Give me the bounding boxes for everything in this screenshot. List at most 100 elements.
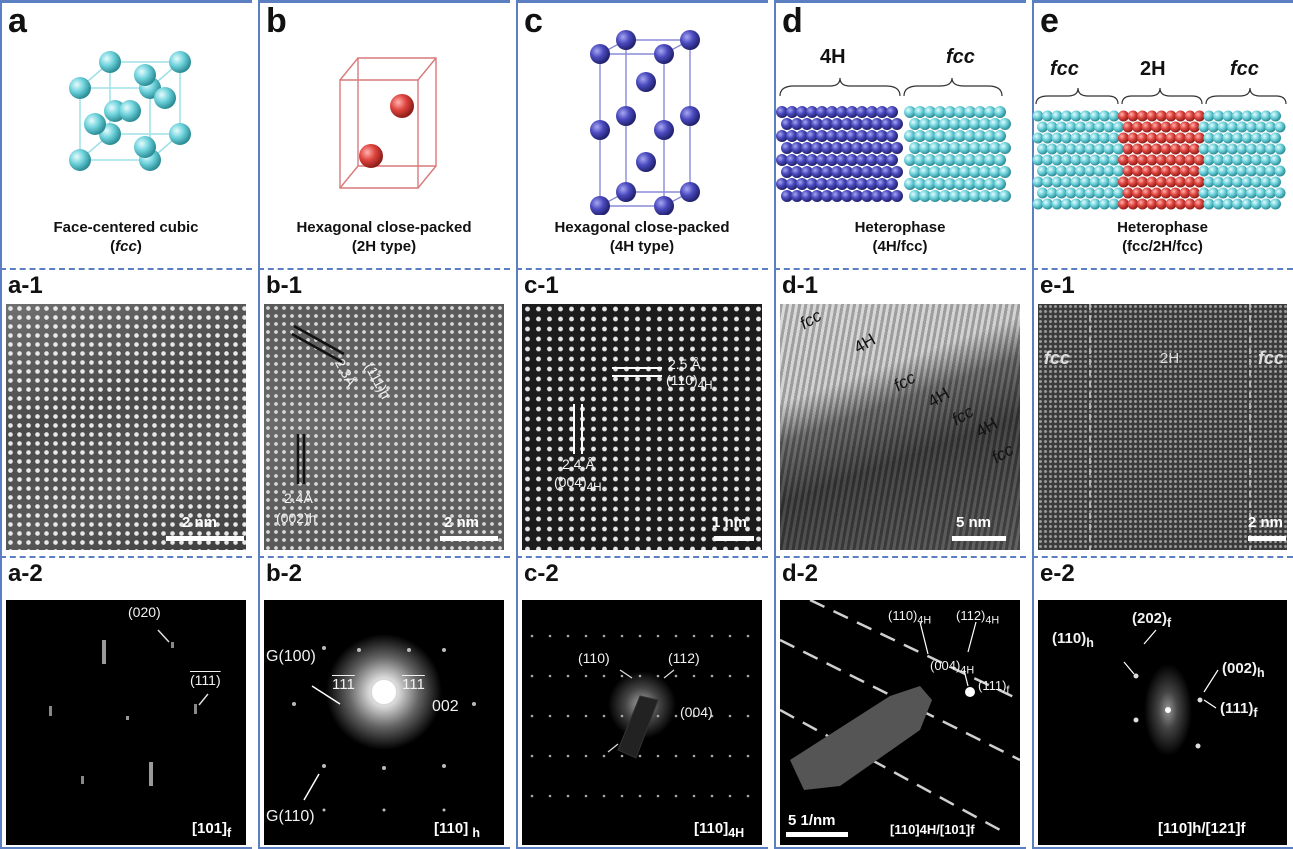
atom-sphere bbox=[1146, 132, 1158, 144]
atom-sphere bbox=[1046, 187, 1058, 199]
atom-sphere bbox=[1189, 143, 1200, 155]
atom-sphere bbox=[1089, 154, 1101, 166]
atom-sphere bbox=[929, 118, 941, 130]
atom-sphere bbox=[866, 178, 878, 190]
atom-sphere bbox=[994, 130, 1006, 142]
atom-sphere bbox=[1051, 176, 1063, 188]
hrtem-image-a1: 2 nm bbox=[6, 304, 246, 550]
atom-sphere bbox=[974, 130, 986, 142]
atom-sphere bbox=[1217, 165, 1229, 177]
atom-sphere bbox=[964, 106, 976, 118]
atom-sphere bbox=[1160, 165, 1172, 177]
atom-sphere bbox=[979, 142, 991, 154]
atom-sphere bbox=[1075, 165, 1086, 177]
atom-sphere bbox=[866, 106, 878, 118]
atom-sphere bbox=[816, 106, 828, 118]
atom-sphere bbox=[871, 190, 883, 202]
atom-sphere bbox=[994, 154, 1006, 166]
label-d1-4h-2: 4H bbox=[924, 383, 953, 412]
atom-sphere bbox=[891, 142, 903, 154]
atom-sphere bbox=[1251, 110, 1262, 122]
atom-sphere bbox=[1070, 132, 1082, 144]
atom-sphere bbox=[891, 190, 903, 202]
atom-sphere bbox=[1175, 176, 1186, 188]
atom-sphere bbox=[1113, 187, 1124, 199]
diffraction-spot bbox=[710, 714, 714, 718]
atom-sphere bbox=[1255, 165, 1267, 177]
atom-sphere bbox=[989, 142, 1001, 154]
diffraction-image-d2: (110)4H (112)4H (004)4H (111)f 5 1/nm [1… bbox=[780, 600, 1020, 845]
atom-sphere bbox=[861, 166, 873, 178]
atom-sphere bbox=[876, 130, 888, 142]
atom-sphere bbox=[881, 190, 893, 202]
panel-c2-label: c-2 bbox=[524, 560, 559, 587]
atom-sphere bbox=[796, 106, 808, 118]
atom-sphere bbox=[924, 178, 936, 190]
atom-sphere bbox=[1189, 165, 1200, 177]
atom-sphere bbox=[1151, 143, 1162, 155]
atom-sphere bbox=[781, 166, 793, 178]
atom-sphere bbox=[1046, 165, 1058, 177]
atom-sphere bbox=[904, 154, 916, 166]
atom-sphere bbox=[1118, 198, 1129, 210]
atom-sphere bbox=[1227, 143, 1238, 155]
zone-axis-a2: [101]f bbox=[192, 820, 232, 840]
atom-sphere bbox=[1099, 198, 1110, 210]
atom-sphere bbox=[1089, 198, 1101, 210]
diffraction-spot bbox=[584, 674, 588, 678]
atom-sphere bbox=[881, 142, 893, 154]
atom-sphere bbox=[1108, 198, 1120, 210]
atom-sphere bbox=[816, 130, 828, 142]
atom-sphere bbox=[1113, 165, 1124, 177]
panel-d-letter: d bbox=[782, 2, 803, 40]
atom-sphere bbox=[861, 142, 873, 154]
label-a2-111: (111) bbox=[190, 672, 221, 688]
atom-sphere bbox=[886, 154, 898, 166]
atom-sphere bbox=[1061, 176, 1072, 188]
atom-sphere bbox=[934, 178, 946, 190]
atom-sphere bbox=[1132, 121, 1143, 133]
atom-sphere bbox=[1241, 176, 1253, 188]
diffraction-spot bbox=[566, 754, 570, 758]
diffraction-spot bbox=[692, 674, 696, 678]
atom-sphere bbox=[1170, 187, 1181, 199]
panel-a-letter: a bbox=[8, 2, 27, 40]
atom-sphere bbox=[954, 106, 966, 118]
atom-sphere bbox=[1084, 143, 1096, 155]
atom-sphere bbox=[959, 142, 971, 154]
atom-sphere bbox=[1213, 176, 1224, 188]
atom-sphere bbox=[99, 51, 121, 73]
atom-sphere bbox=[1160, 143, 1172, 155]
atom-sphere bbox=[1217, 187, 1229, 199]
atom-sphere bbox=[1255, 143, 1267, 155]
atom-sphere bbox=[1232, 132, 1243, 144]
atom-sphere bbox=[1203, 154, 1215, 166]
atom-sphere bbox=[1061, 154, 1072, 166]
atom-sphere bbox=[1213, 132, 1224, 144]
atom-sphere bbox=[1137, 176, 1148, 188]
atom-sphere bbox=[1113, 121, 1124, 133]
diffraction-spot bbox=[584, 714, 588, 718]
atom-sphere bbox=[939, 118, 951, 130]
label-b1-plane-2: (002)h bbox=[276, 510, 317, 526]
atom-sphere bbox=[826, 130, 838, 142]
atom-sphere bbox=[861, 190, 873, 202]
panel-d2-label: d-2 bbox=[782, 560, 818, 587]
atom-sphere bbox=[1146, 198, 1158, 210]
atom-sphere bbox=[811, 190, 823, 202]
atom-sphere bbox=[1056, 165, 1067, 177]
atom-sphere bbox=[939, 142, 951, 154]
atom-sphere bbox=[1042, 176, 1053, 188]
atom-sphere bbox=[796, 178, 808, 190]
atom-sphere bbox=[1189, 187, 1200, 199]
atom-sphere bbox=[959, 190, 971, 202]
scale-bar-a1 bbox=[166, 536, 244, 541]
atom-sphere bbox=[791, 118, 803, 130]
atom-sphere bbox=[801, 190, 813, 202]
atom-sphere bbox=[934, 154, 946, 166]
diffraction-spot bbox=[638, 634, 642, 638]
atom-sphere bbox=[909, 142, 921, 154]
atom-sphere bbox=[1194, 110, 1205, 122]
diffraction-spot bbox=[674, 754, 678, 758]
diffraction-spot bbox=[548, 754, 552, 758]
